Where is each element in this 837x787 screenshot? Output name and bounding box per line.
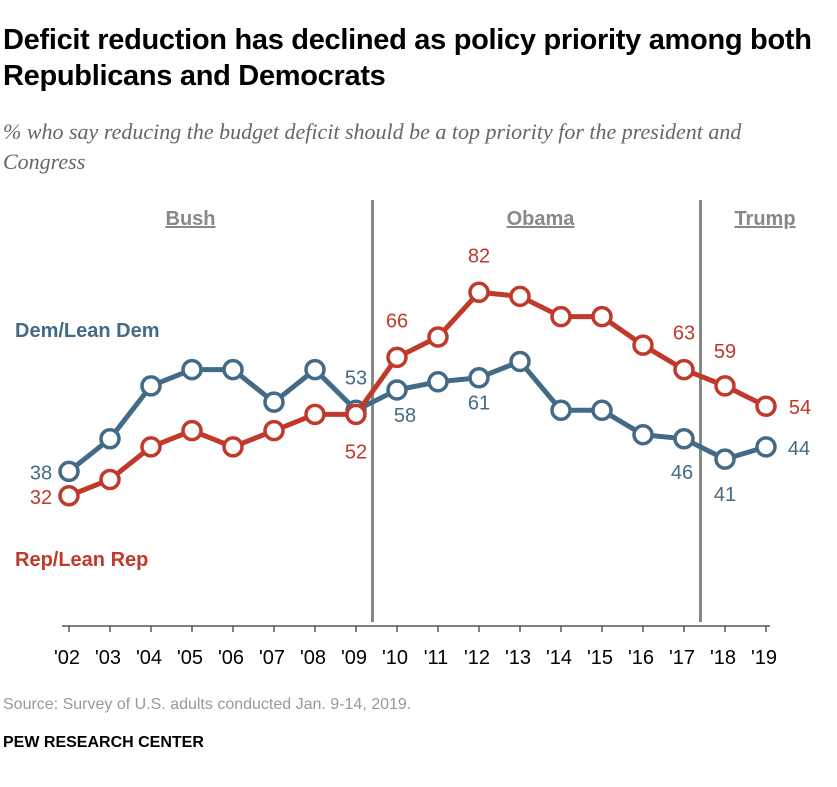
x-tick-label: '14 [546, 647, 572, 669]
x-tick-label: '18 [710, 647, 736, 669]
source-note: Source: Survey of U.S. adults conducted … [3, 696, 412, 713]
period-label: Trump [734, 208, 795, 230]
x-tick-label: '06 [218, 647, 244, 669]
data-point [222, 358, 244, 381]
data-label: 32 [30, 487, 52, 509]
data-point [140, 436, 162, 458]
data-point [673, 428, 695, 450]
data-label: 53 [345, 367, 367, 389]
x-tick-label: '19 [751, 647, 777, 669]
data-point [386, 379, 408, 401]
series-rep: 32 52 66 82 63 59 54 [30, 245, 811, 509]
data-label: 61 [468, 393, 490, 415]
data-point [140, 375, 162, 397]
data-point [99, 428, 121, 450]
data-label: 59 [714, 341, 736, 363]
period-label: Obama [507, 208, 576, 230]
x-tick-label: '15 [587, 647, 613, 669]
chart-subtitle: % who say reducing the budget deficit sh… [3, 119, 742, 174]
data-point [632, 334, 654, 356]
data-label: 44 [788, 438, 810, 460]
x-tick-label: '07 [259, 647, 285, 669]
data-point [181, 419, 203, 442]
data-point [714, 375, 736, 397]
data-point [304, 358, 326, 381]
data-label: 52 [345, 441, 367, 463]
x-tick-label: '11 [424, 647, 449, 669]
data-point [181, 358, 203, 381]
data-point [509, 285, 531, 308]
data-point [427, 371, 449, 393]
x-tick-label: '13 [505, 647, 531, 669]
x-tick-label: '04 [136, 647, 162, 669]
data-point [550, 305, 572, 328]
data-point [58, 460, 80, 483]
data-point [755, 436, 777, 458]
x-tick-label: '03 [95, 647, 121, 669]
data-point [263, 419, 285, 442]
data-point [386, 346, 408, 369]
data-point [673, 358, 695, 381]
x-tick-label: '05 [177, 647, 203, 669]
x-tick-label: '17 [669, 647, 695, 669]
chart-title: Deficit reduction has declined as policy… [3, 24, 812, 92]
data-point [632, 423, 654, 446]
period-label: Bush [166, 208, 216, 230]
data-point [263, 391, 285, 413]
x-tick-label: '02 [54, 647, 80, 669]
series-legend-label: Dem/Lean Dem [15, 320, 160, 342]
series-legend-label: Rep/Lean Rep [15, 549, 148, 571]
data-label: 54 [789, 397, 811, 419]
data-point [509, 350, 531, 373]
x-tick-label: '08 [300, 647, 326, 669]
x-tick-label: '12 [464, 647, 490, 669]
x-tick-label: '10 [382, 647, 408, 669]
data-point [591, 305, 613, 328]
data-label: 82 [468, 245, 490, 267]
data-point [550, 399, 572, 422]
data-label: 41 [714, 484, 736, 506]
data-point [345, 403, 367, 426]
data-label: 46 [671, 462, 693, 484]
data-label: 66 [386, 310, 408, 332]
organization-name: PEW RESEARCH CENTER [3, 734, 204, 751]
data-label: 38 [30, 462, 52, 484]
data-point [58, 485, 80, 507]
series-line [68, 289, 768, 499]
x-tick-label: '16 [628, 647, 654, 669]
data-point [99, 468, 121, 491]
data-point [755, 395, 777, 417]
data-point [591, 399, 613, 422]
data-label: 58 [394, 405, 416, 427]
data-point [714, 448, 736, 470]
data-label: 63 [673, 323, 695, 345]
data-point [468, 366, 490, 389]
data-point [468, 281, 490, 304]
series-dem: 38 53 58 61 46 41 44 [30, 350, 810, 506]
x-tick-label: '09 [341, 647, 367, 669]
data-point [304, 403, 326, 426]
data-point [427, 326, 449, 348]
series-line [67, 358, 767, 474]
data-point [222, 436, 244, 458]
